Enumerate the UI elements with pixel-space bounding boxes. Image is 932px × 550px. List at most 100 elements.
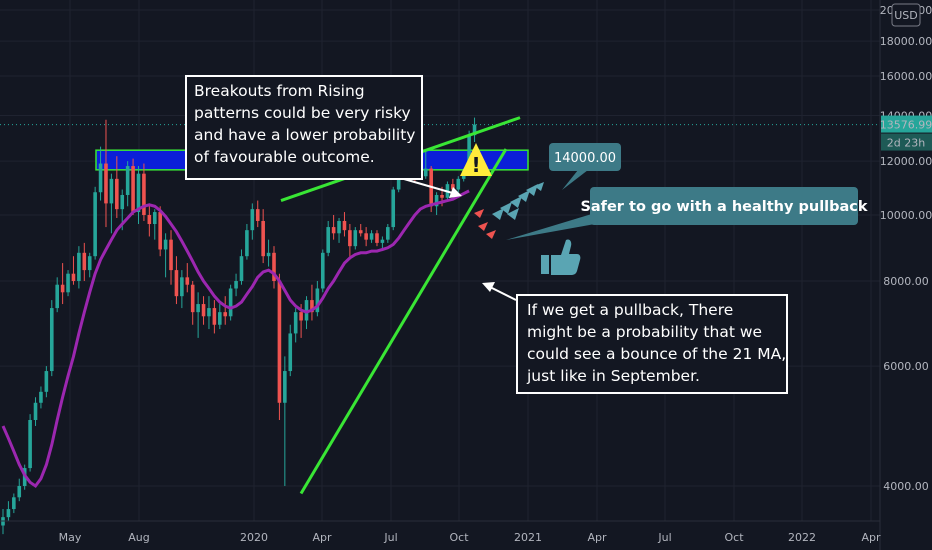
candle-body: [266, 252, 271, 257]
candle-body: [196, 304, 200, 313]
time-tick-label: Apr: [587, 531, 607, 544]
candle-body: [228, 288, 233, 317]
candle-body: [180, 277, 184, 297]
wedge-lower-line[interactable]: [299, 148, 508, 495]
target-callout-text: 14000.00: [554, 151, 616, 166]
time-tick-label: 2020: [240, 531, 268, 544]
candle-body: [239, 256, 244, 281]
warning-annotation[interactable]: Breakouts from Rising patterns could be …: [185, 75, 462, 198]
candle-body: [223, 312, 228, 317]
svg-text:!: !: [471, 153, 480, 177]
candle-body: [277, 280, 282, 403]
ma-line: could see a bounce of the 21 MA,: [527, 345, 786, 363]
candle-body: [12, 497, 16, 510]
candle-body: [49, 308, 54, 372]
teal-arrow: [518, 190, 530, 202]
candle-body: [423, 168, 428, 177]
candle-body: [326, 227, 330, 253]
candle-body: [77, 252, 81, 281]
candle-body: [44, 371, 49, 392]
target-callout-box: [549, 143, 621, 171]
candle-body: [131, 166, 135, 213]
target-price-callout[interactable]: 14000.00: [549, 143, 621, 190]
price-axis-background: [880, 0, 932, 550]
current-price-badge: 13576.99 2d 23h: [880, 115, 932, 151]
pullback-callout-box: [590, 187, 858, 225]
teal-arrow: [534, 182, 544, 191]
candle-body: [66, 273, 70, 293]
teal-arrow: [500, 202, 512, 214]
ma-box: [516, 294, 788, 394]
candle-body: [163, 239, 168, 250]
warning-arrow-line: [403, 178, 457, 195]
candle-body: [136, 173, 141, 213]
projection-arrows: [474, 182, 544, 239]
price-tick-label: 12000.00: [880, 155, 932, 168]
warning-line: patterns could be very risky: [194, 104, 411, 122]
candle-body: [109, 178, 114, 204]
ma-arrow-head: [482, 282, 495, 292]
time-tick-label: 2021: [514, 531, 542, 544]
ma-line: just like in September.: [526, 367, 700, 385]
candle-body: [293, 312, 298, 334]
time-axis-labels[interactable]: May Aug 2020 Apr Jul Oct 2021 Apr Jul Oct 2022 Apr: [59, 531, 881, 544]
candle-body: [283, 371, 287, 403]
candle-body: [386, 227, 390, 240]
candle-body: [39, 391, 43, 403]
candle-body: [337, 220, 341, 234]
price-tick-label: 16000.00: [880, 70, 932, 83]
price-axis[interactable]: [879, 0, 932, 550]
candle-body: [440, 194, 444, 198]
warning-line: of favourable outcome.: [194, 148, 375, 166]
warning-box: [185, 75, 423, 180]
ma-21-line[interactable]: [1, 189, 470, 489]
candle-body: [185, 277, 190, 285]
warning-line: and have a lower probability: [194, 126, 415, 144]
candle-body: [190, 284, 195, 313]
time-tick-label: Apr: [861, 531, 881, 544]
ma-line: If we get a pullback, There: [527, 301, 733, 319]
pullback-callout[interactable]: Safer to go with a healthy pullback: [506, 187, 868, 240]
candle-body: [98, 163, 103, 193]
candle-body: [391, 189, 396, 228]
candle-body: [125, 166, 130, 195]
candle-body: [299, 312, 303, 321]
price-tick-label: 4000.00: [883, 480, 929, 493]
candle-body: [348, 230, 352, 247]
ma-arrow-line: [489, 286, 517, 301]
red-arrow: [478, 222, 488, 231]
price-tick-label: 6000.00: [883, 360, 929, 373]
candle-body: [396, 176, 401, 190]
candle-body: [28, 420, 32, 469]
candle-body: [152, 212, 157, 225]
candle-body: [358, 230, 363, 234]
time-tick-label: Oct: [724, 531, 744, 544]
price-tick-label: 8000.00: [883, 275, 929, 288]
warning-triangle-icon: !: [460, 143, 492, 177]
candle-body: [250, 209, 255, 231]
candle-body: [472, 124, 477, 136]
candle-body: [82, 252, 87, 271]
candle-body: [207, 308, 211, 317]
warning-arrow-head: [449, 187, 462, 198]
candle-body: [467, 135, 471, 172]
candle-body: [201, 304, 206, 317]
ma-annotation[interactable]: If we get a pullback, There might be a p…: [482, 282, 788, 394]
currency-badge[interactable]: USD: [891, 3, 921, 27]
candle-body: [315, 288, 320, 313]
candle-body: [245, 230, 249, 257]
candle-body: [364, 233, 368, 240]
candle-body: [115, 178, 119, 210]
red-arrow: [474, 209, 484, 218]
candle-body: [71, 273, 76, 281]
price-tick-label: 10000.00: [880, 209, 932, 222]
pullback-callout-text: Safer to go with a healthy pullback: [580, 199, 867, 215]
candle-body: [304, 300, 309, 321]
current-price-text: 13576.99: [880, 119, 932, 132]
candle-body: [434, 194, 439, 207]
red-arrow: [486, 230, 496, 239]
candle-body: [169, 239, 173, 271]
candle-body: [104, 163, 108, 204]
